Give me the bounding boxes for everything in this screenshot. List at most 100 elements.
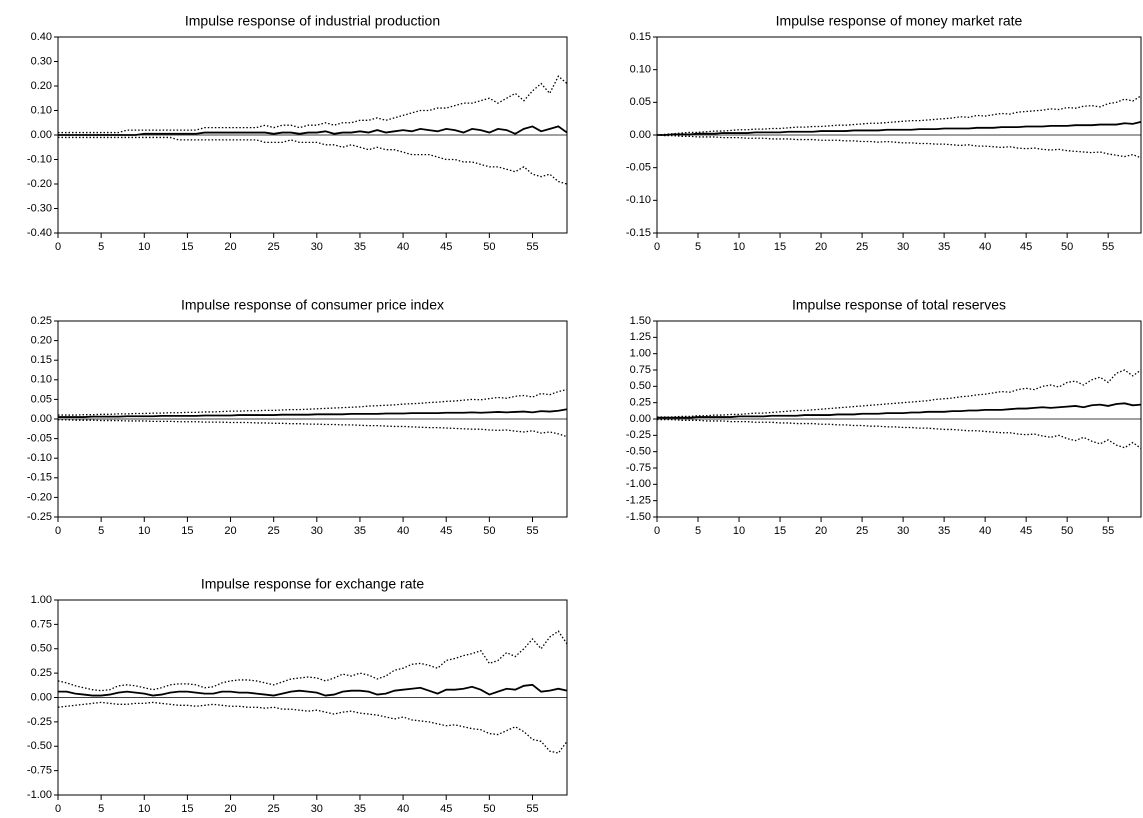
x-tick-label: 20 bbox=[224, 803, 236, 815]
x-tick-label: 35 bbox=[354, 241, 366, 253]
x-tick-label: 40 bbox=[397, 525, 409, 537]
x-tick-label: 50 bbox=[483, 241, 495, 253]
x-tick-label: 10 bbox=[733, 525, 745, 537]
x-tick-label: 0 bbox=[654, 241, 660, 253]
subplot: Impulse response of total reserves -1.50 -… bbox=[626, 297, 1142, 537]
y-tick-label: 0.25 bbox=[31, 315, 52, 327]
x-tick-label: 45 bbox=[440, 525, 452, 537]
confidence-band-line bbox=[57, 630, 568, 692]
y-tick-label: -1.25 bbox=[626, 495, 651, 507]
x-tick-label: 0 bbox=[55, 241, 61, 253]
x-tick-label: 40 bbox=[397, 241, 409, 253]
x-tick-label: 25 bbox=[856, 525, 868, 537]
subplot: Impulse response for exchange rate -1.00 -… bbox=[27, 576, 568, 815]
x-tick-label: 20 bbox=[815, 525, 827, 537]
x-tick-label: 15 bbox=[181, 241, 193, 253]
x-tick-label: 25 bbox=[856, 241, 868, 253]
subplot: Impulse response of money market rate -0.… bbox=[626, 13, 1142, 253]
x-tick-label: 35 bbox=[938, 525, 950, 537]
y-tick-label: 0.05 bbox=[630, 96, 651, 108]
response-line bbox=[58, 683, 568, 697]
x-tick-label: 55 bbox=[526, 525, 538, 537]
y-tick-label: 0.00 bbox=[630, 413, 651, 425]
x-tick-label: 45 bbox=[440, 803, 452, 815]
x-tick-label: 15 bbox=[774, 241, 786, 253]
x-tick-label: 55 bbox=[1102, 525, 1114, 537]
y-tick-label: -0.75 bbox=[626, 462, 651, 474]
x-tick-label: 40 bbox=[979, 241, 991, 253]
x-tick-label: 5 bbox=[695, 241, 701, 253]
y-tick-label: -0.25 bbox=[27, 511, 52, 523]
x-tick-label: 45 bbox=[1020, 241, 1032, 253]
confidence-band-line bbox=[58, 136, 568, 185]
confidence-band-line bbox=[656, 134, 1142, 159]
x-tick-label: 40 bbox=[397, 803, 409, 815]
confidence-band-line bbox=[657, 419, 1142, 449]
confidence-band-line bbox=[57, 701, 568, 754]
y-tick-label: -0.30 bbox=[27, 202, 52, 214]
x-tick-label: 15 bbox=[774, 525, 786, 537]
x-tick-label: 35 bbox=[354, 525, 366, 537]
y-tick-label: -0.15 bbox=[27, 472, 52, 484]
y-tick-label: -0.75 bbox=[27, 765, 52, 777]
y-tick-label: 0.75 bbox=[630, 364, 651, 376]
confidence-band-line bbox=[58, 388, 568, 416]
y-tick-label: 0.30 bbox=[31, 55, 52, 67]
y-tick-label: -0.25 bbox=[27, 716, 52, 728]
y-tick-label: 0.00 bbox=[630, 129, 651, 141]
y-tick-label: -0.10 bbox=[27, 153, 52, 165]
y-tick-label: -0.20 bbox=[27, 491, 52, 503]
x-tick-label: 30 bbox=[311, 803, 323, 815]
y-tick-label: -0.15 bbox=[626, 227, 651, 239]
subplot: Impulse response of industrial productio… bbox=[27, 13, 568, 253]
x-tick-label: 10 bbox=[138, 525, 150, 537]
response-line bbox=[657, 402, 1142, 419]
subplot-title: Impulse response of consumer price index bbox=[181, 297, 444, 313]
y-tick-label: 0.75 bbox=[31, 618, 52, 630]
x-tick-label: 25 bbox=[268, 525, 280, 537]
y-tick-label: -0.20 bbox=[27, 178, 52, 190]
y-tick-label: 0.05 bbox=[31, 393, 52, 405]
y-tick-label: 1.25 bbox=[630, 331, 651, 343]
x-tick-label: 25 bbox=[268, 803, 280, 815]
y-tick-label: -1.00 bbox=[27, 789, 52, 801]
x-tick-label: 55 bbox=[526, 803, 538, 815]
y-tick-label: 0.50 bbox=[31, 643, 52, 655]
x-tick-label: 20 bbox=[224, 241, 236, 253]
confidence-band-line bbox=[58, 419, 568, 438]
y-tick-label: -0.10 bbox=[626, 194, 651, 206]
subplot-title: Impulse response of total reserves bbox=[792, 297, 1006, 313]
y-tick-label: 0.10 bbox=[31, 104, 52, 116]
x-tick-label: 55 bbox=[1102, 241, 1114, 253]
x-tick-label: 15 bbox=[181, 525, 193, 537]
y-tick-label: 0.15 bbox=[630, 31, 651, 43]
x-tick-label: 20 bbox=[224, 525, 236, 537]
y-tick-label: -0.10 bbox=[27, 452, 52, 464]
x-tick-label: 0 bbox=[55, 803, 61, 815]
subplot-title: Impulse response of industrial productio… bbox=[185, 13, 440, 29]
y-tick-label: -0.05 bbox=[27, 433, 52, 445]
x-tick-label: 5 bbox=[695, 525, 701, 537]
x-tick-label: 50 bbox=[483, 803, 495, 815]
y-tick-label: 0.00 bbox=[31, 691, 52, 703]
y-tick-label: -0.40 bbox=[27, 227, 52, 239]
confidence-band-line bbox=[58, 75, 568, 134]
response-line bbox=[58, 408, 568, 418]
x-tick-label: 35 bbox=[938, 241, 950, 253]
y-tick-label: -0.05 bbox=[626, 162, 651, 174]
y-tick-label: 0.20 bbox=[31, 335, 52, 347]
y-tick-label: 1.50 bbox=[630, 315, 651, 327]
y-tick-label: 0.10 bbox=[630, 64, 651, 76]
y-tick-label: 0.20 bbox=[31, 80, 52, 92]
x-tick-label: 10 bbox=[733, 241, 745, 253]
x-tick-label: 30 bbox=[311, 241, 323, 253]
y-tick-label: 0.00 bbox=[31, 129, 52, 141]
response-line bbox=[58, 125, 568, 136]
x-tick-label: 10 bbox=[138, 803, 150, 815]
x-tick-label: 5 bbox=[98, 241, 104, 253]
y-tick-label: -1.50 bbox=[626, 511, 651, 523]
y-tick-label: 1.00 bbox=[630, 348, 651, 360]
x-tick-label: 45 bbox=[440, 241, 452, 253]
y-tick-label: 0.25 bbox=[630, 397, 651, 409]
